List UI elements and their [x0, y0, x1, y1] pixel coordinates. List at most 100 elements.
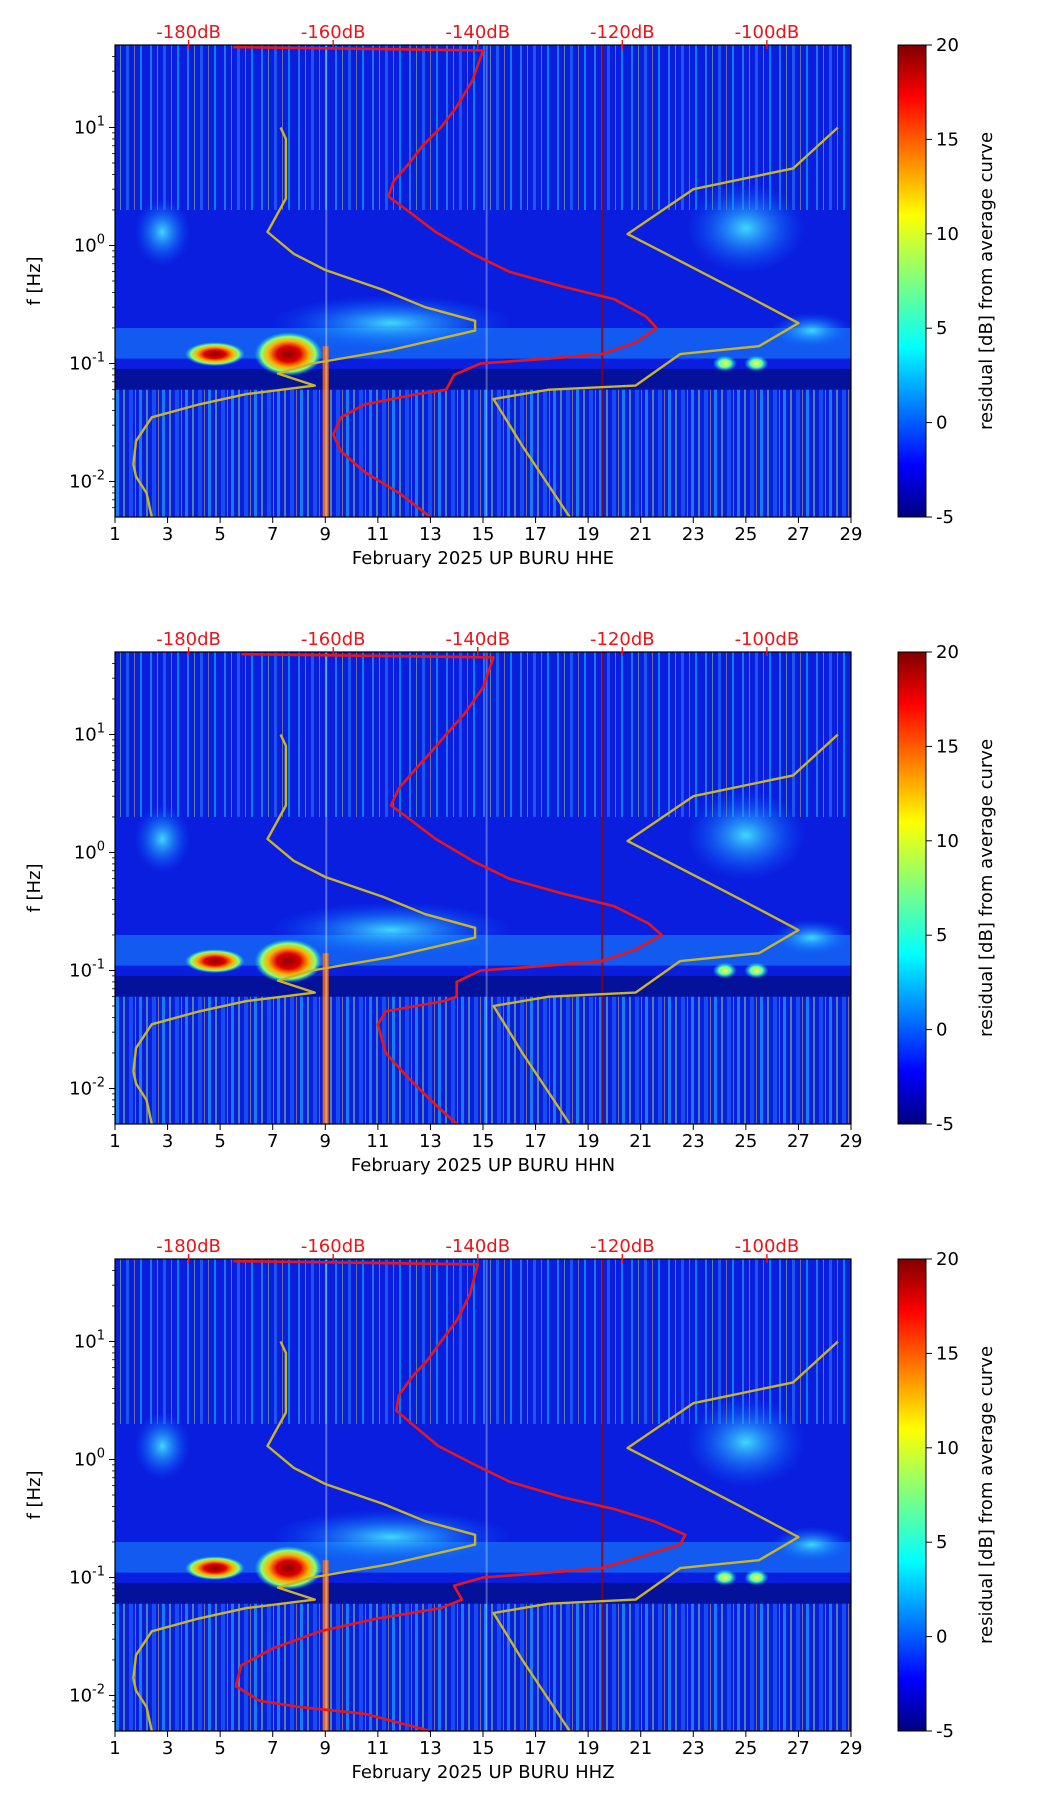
high-noise-model-curve	[492, 733, 839, 1125]
x-tick-label: 17	[524, 524, 547, 545]
low-noise-model-curve	[132, 1340, 477, 1732]
spectrogram-heatmap	[115, 45, 852, 517]
x-tick-label: 27	[787, 1131, 810, 1152]
gap-line	[325, 652, 328, 1124]
y-tick-label: 10-2	[69, 468, 105, 492]
top-db-label: -120dB	[590, 22, 655, 43]
colorbar-tick-label: 20	[936, 35, 959, 56]
gap-line	[485, 1259, 488, 1731]
x-tick-label: 29	[840, 524, 863, 545]
storm-hotspot	[184, 1556, 245, 1581]
y-tick-base: 10	[69, 1078, 92, 1099]
y-tick-base: 10	[74, 117, 97, 138]
x-tick-label: 9	[320, 1738, 331, 1759]
average-psd-curve	[233, 45, 658, 519]
colorbar-gradient	[897, 1258, 927, 1732]
colorbar-gradient	[897, 44, 927, 518]
colorbar-tick-label: -5	[936, 1721, 954, 1742]
colorbar-tick-label: 5	[936, 1532, 947, 1553]
colorbar: 20 15 10 5 0 -5 residual [dB] from average cur…	[897, 1249, 997, 1742]
x-axis-label: February 2025 UP BURU HHZ	[351, 1762, 614, 1783]
gap-line	[325, 1259, 328, 1731]
y-tick-base: 10	[69, 353, 92, 374]
colorbar-tick-label: 10	[936, 1438, 959, 1459]
gap-line	[601, 45, 604, 517]
storm-hotspot	[744, 962, 769, 979]
top-db-label: -100dB	[735, 629, 800, 650]
high-noise-model-curve	[492, 1340, 839, 1732]
y-tick-label: 10-1	[69, 957, 105, 981]
y-tick-exponent: -2	[92, 1075, 105, 1090]
y-tick-base: 10	[74, 724, 97, 745]
y-axis-label: f [Hz]	[24, 256, 45, 305]
top-db-label: -160dB	[301, 1236, 366, 1257]
x-tick-label: 15	[472, 1738, 495, 1759]
top-db-label: -160dB	[301, 629, 366, 650]
x-tick-label: 7	[267, 524, 278, 545]
colorbar: 20 15 10 5 0 -5 residual [dB] from average cur…	[897, 35, 997, 528]
x-tick-label: 11	[366, 1738, 389, 1759]
y-tick-label: 100	[74, 839, 105, 863]
x-tick-label: 19	[577, 524, 600, 545]
colorbar-tick-label: 5	[936, 318, 947, 339]
gap-line	[485, 652, 488, 1124]
storm-hotspot	[712, 355, 737, 372]
x-axis-label: February 2025 UP BURU HHE	[352, 548, 614, 569]
colorbar-tick-label: 15	[936, 736, 959, 757]
colorbar-tick-label: 10	[936, 831, 959, 852]
gap-line	[601, 652, 604, 1124]
low-frequency-streaks	[115, 996, 851, 1124]
x-tick-label: 25	[734, 524, 757, 545]
storm-hotspot	[712, 962, 737, 979]
colorbar-tick-label: 15	[936, 129, 959, 150]
y-tick-base: 10	[74, 842, 97, 863]
y-tick-exponent: 1	[97, 1328, 105, 1343]
dark-band	[115, 975, 851, 997]
gap-line	[601, 1259, 604, 1731]
colorbar-tick-label: 20	[936, 1249, 959, 1270]
colorbar-tick-label: -5	[936, 1114, 954, 1135]
storm-hotspot	[184, 342, 245, 367]
colorbar-label: residual [dB] from average curve	[976, 132, 997, 430]
y-tick-base: 10	[69, 1567, 92, 1588]
y-axis-label: f [Hz]	[24, 863, 45, 912]
persistent-line	[322, 346, 329, 517]
y-tick-base: 10	[69, 1685, 92, 1706]
top-db-label: -140dB	[445, 1236, 510, 1257]
y-tick-label: 101	[74, 1328, 105, 1352]
colorbar-tick-label: 10	[936, 224, 959, 245]
low-frequency-streaks	[115, 389, 851, 517]
x-tick-label: 17	[524, 1738, 547, 1759]
noise-patch	[685, 1397, 806, 1488]
x-tick-label: 23	[682, 1131, 705, 1152]
high-noise-model-curve	[492, 126, 839, 518]
x-tick-label: 3	[162, 1131, 173, 1152]
y-tick-exponent: 1	[97, 721, 105, 736]
low-noise-model-curve	[132, 126, 477, 518]
y-tick-base: 10	[74, 235, 97, 256]
low-noise-model-curve	[132, 733, 477, 1125]
x-tick-label: 9	[320, 524, 331, 545]
x-tick-label: 7	[267, 1738, 278, 1759]
top-db-label: -100dB	[735, 22, 800, 43]
x-tick-label: 25	[734, 1131, 757, 1152]
x-tick-label: 19	[577, 1738, 600, 1759]
top-db-label: -180dB	[156, 22, 221, 43]
persistent-line	[322, 1560, 329, 1731]
y-tick-base: 10	[69, 960, 92, 981]
noise-patch	[771, 1526, 852, 1563]
y-tick-label: 10-2	[69, 1682, 105, 1706]
x-tick-label: 29	[840, 1131, 863, 1152]
colorbar: 20 15 10 5 0 -5 residual [dB] from average cur…	[897, 642, 997, 1135]
top-db-label: -120dB	[590, 1236, 655, 1257]
top-db-label: -160dB	[301, 22, 366, 43]
gap-line	[325, 45, 328, 517]
y-tick-exponent: 1	[97, 114, 105, 129]
y-tick-label: 101	[74, 114, 105, 138]
y-tick-exponent: -1	[92, 957, 105, 972]
dark-band	[115, 368, 851, 390]
storm-hotspot	[184, 949, 245, 974]
x-tick-label: 13	[419, 524, 442, 545]
